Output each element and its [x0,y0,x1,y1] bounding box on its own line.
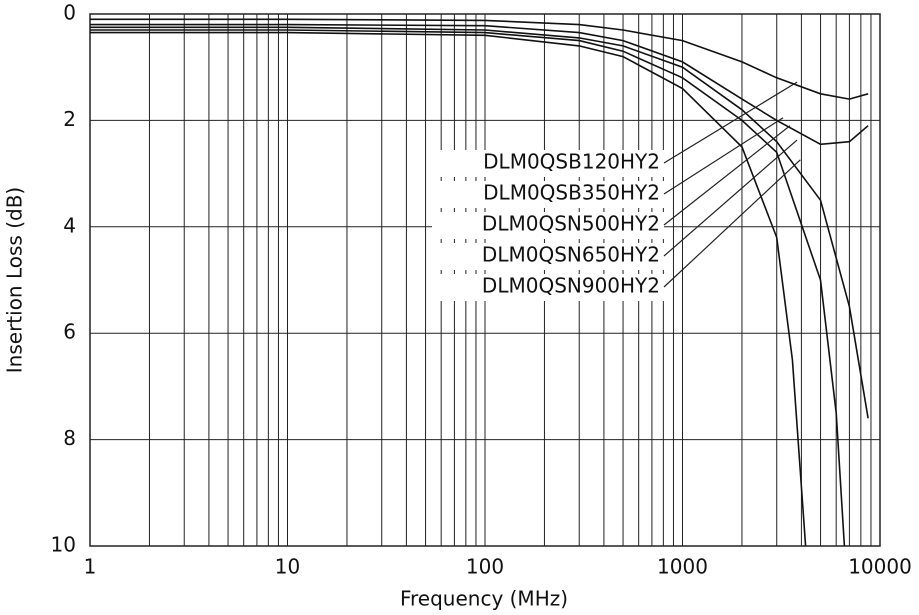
annotation: DLM0QSN900HY2 [482,274,660,298]
annotation: DLM0QSB350HY2 [483,181,660,205]
series-line [90,18,869,100]
leader-line [663,81,798,164]
y-tick-label: 2 [63,107,76,131]
annotation: DLM0QSN650HY2 [482,243,660,267]
annotation: DLM0QSN500HY2 [482,212,660,236]
y-tick-label: 8 [63,426,76,450]
label-bg [432,212,664,239]
y-axis-label: Insertion Loss (dB) [3,187,27,373]
leader-line [663,159,801,288]
series-line [90,31,807,546]
label-bg [432,150,664,177]
y-tick-label: 10 [51,533,76,557]
x-tick-label: 10000 [848,555,912,579]
x-axis-label: Frequency (MHz) [400,587,568,611]
series-line [90,23,869,146]
plot-frame [89,13,881,547]
x-tick-label: 10 [275,555,300,579]
leader-line [663,139,798,257]
label-bg [432,181,664,208]
x-tick-label: 1000 [657,555,708,579]
label-bg [432,274,664,301]
x-tick-label: 1 [84,555,97,579]
y-tick-label: 0 [63,1,76,25]
y-tick-label: 4 [63,213,76,237]
y-tick-label: 6 [63,320,76,344]
leader-line [663,117,784,195]
annotation: DLM0QSB120HY2 [483,150,660,174]
series-line [90,29,846,546]
leader-line [663,125,791,226]
x-tick-label: 100 [466,555,504,579]
series-line [90,26,869,419]
label-bg [432,243,664,270]
